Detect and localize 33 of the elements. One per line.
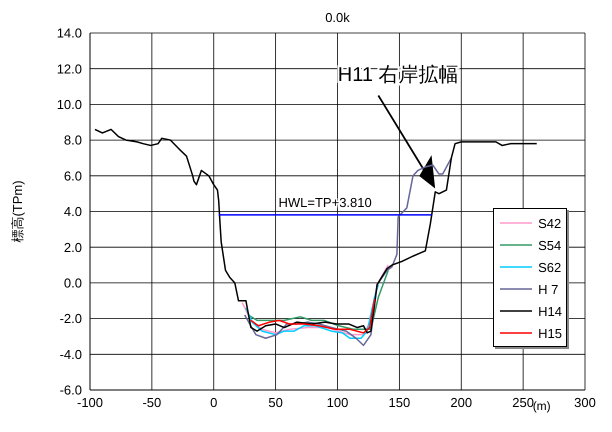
chart-title: 0.0k	[325, 10, 350, 25]
line-series	[250, 298, 376, 334]
y-axis-title: 標高(TPm)	[10, 180, 25, 243]
x-tick-label: 100	[326, 395, 348, 410]
x-tick-label: 50	[268, 395, 283, 410]
y-tick-label: 6.0	[64, 168, 82, 184]
y-tick-label: 0.0	[64, 276, 82, 291]
x-axis-title: (m)	[532, 399, 551, 413]
y-tick-label: 12.0	[56, 61, 82, 76]
x-tick-label: -50	[142, 395, 162, 410]
y-tick-label: 14.0	[56, 26, 82, 41]
legend-label: S42	[538, 216, 562, 230]
line-series	[245, 284, 380, 339]
line-series	[244, 157, 452, 346]
y-tick-label: -4.0	[60, 346, 82, 362]
legend-label: H 7	[538, 282, 558, 296]
legend-label: S62	[538, 260, 562, 274]
x-tick-label: -100	[76, 395, 104, 410]
x-tick-label: 150	[388, 395, 410, 410]
legend-label: S54	[538, 238, 562, 252]
legend-label: H14	[538, 304, 562, 318]
legend-label: H15	[538, 326, 562, 340]
x-tick-label: 0	[210, 395, 218, 410]
y-tick-label: -2.0	[60, 311, 82, 326]
x-tick-label: 250	[512, 395, 534, 410]
x-tick-label: 300	[574, 395, 596, 410]
y-tick-label: 10.0	[56, 97, 82, 112]
y-tick-label: -6.0	[60, 382, 82, 398]
y-tick-label: 2.0	[64, 240, 82, 255]
y-tick-label: 4.0	[64, 204, 82, 220]
line-series	[248, 270, 389, 330]
y-tick-label: 8.0	[64, 132, 82, 148]
x-tick-label: 200	[450, 395, 472, 410]
